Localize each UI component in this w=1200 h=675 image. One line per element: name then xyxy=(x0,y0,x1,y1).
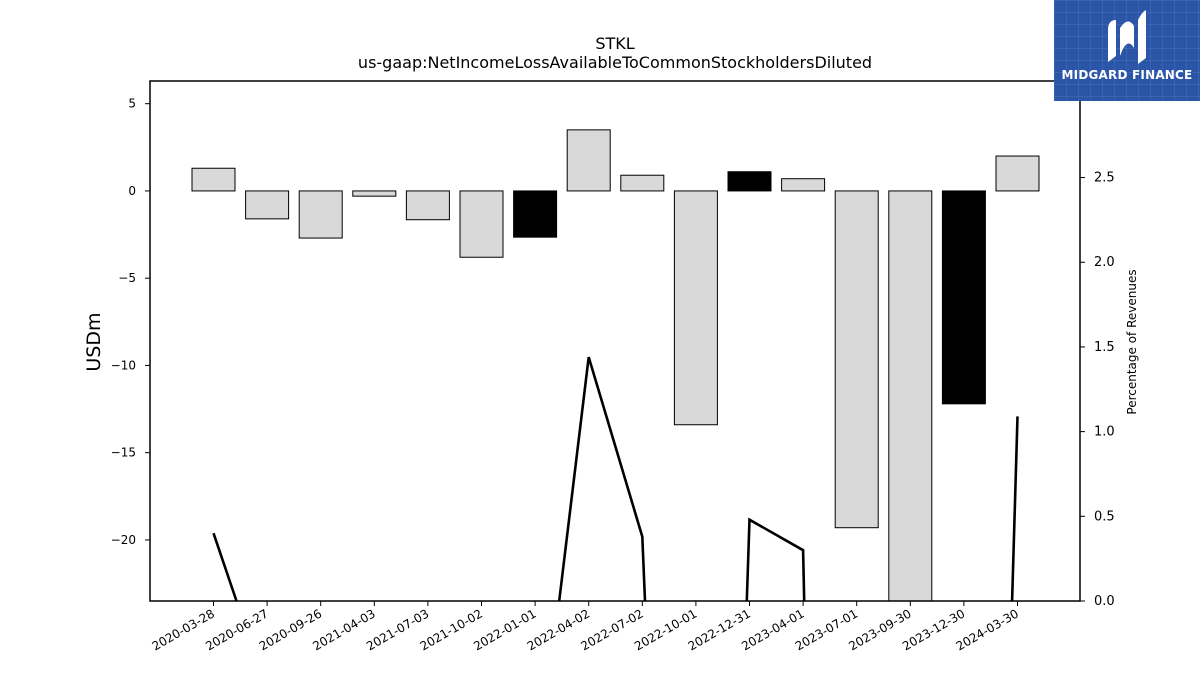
logo-text: MIDGARD FINANCE xyxy=(1061,68,1193,82)
bar xyxy=(888,190,933,602)
bar xyxy=(781,178,826,192)
y-tick-label: −10 xyxy=(111,358,136,372)
bar xyxy=(352,190,397,197)
y2-tick-label: 2.5 xyxy=(1094,171,1115,186)
y2-ticks-group: 3.02.52.01.51.00.50.0 xyxy=(1080,86,1115,609)
bar xyxy=(834,190,879,529)
plot-frame xyxy=(149,80,1081,602)
y-tick-label: −15 xyxy=(111,446,136,460)
bar xyxy=(566,129,611,192)
bar xyxy=(459,190,504,258)
pct-line-segment xyxy=(557,356,647,602)
pct-line-group xyxy=(212,356,1019,602)
bar xyxy=(941,190,986,405)
y2-axis-label: Percentage of Revenues xyxy=(1125,269,1139,414)
y-tick-label: 5 xyxy=(128,97,136,111)
bar xyxy=(245,190,290,220)
logo-mark-icon xyxy=(1108,10,1146,64)
bar xyxy=(405,190,450,221)
bar xyxy=(727,171,772,192)
pct-line-segment xyxy=(212,532,238,602)
y2-tick-label: 1.0 xyxy=(1094,425,1115,440)
midgard-finance-logo: MIDGARD FINANCE xyxy=(1054,0,1200,101)
logo-grid-pattern xyxy=(1054,0,1200,101)
x-ticks-group: 2020-03-282020-06-272020-09-262021-04-03… xyxy=(150,601,1021,653)
y-axis-label: USDm xyxy=(83,312,105,371)
y-tick-label: −5 xyxy=(118,271,136,285)
pct-line-segment xyxy=(1010,416,1019,602)
y2-tick-label: 0.5 xyxy=(1094,509,1115,524)
bar xyxy=(298,190,343,239)
y-tick-label: 0 xyxy=(128,184,136,198)
chart-title: STKL xyxy=(595,34,634,53)
bar xyxy=(673,190,718,426)
bars-group xyxy=(191,129,1040,602)
bar xyxy=(513,190,558,238)
chart-subtitle: us-gaap:NetIncomeLossAvailableToCommonSt… xyxy=(358,53,872,72)
y2-tick-label: 0.0 xyxy=(1094,594,1115,609)
y2-tick-label: 1.5 xyxy=(1094,340,1115,355)
bar xyxy=(191,167,236,192)
bar xyxy=(995,155,1040,192)
pct-line-segment xyxy=(745,517,806,602)
y-ticks-group: 5 0 −5 −10 −15 −20 xyxy=(111,97,150,547)
y-tick-label: −20 xyxy=(111,533,136,547)
y2-tick-label: 2.0 xyxy=(1094,255,1115,270)
bar xyxy=(620,174,665,192)
